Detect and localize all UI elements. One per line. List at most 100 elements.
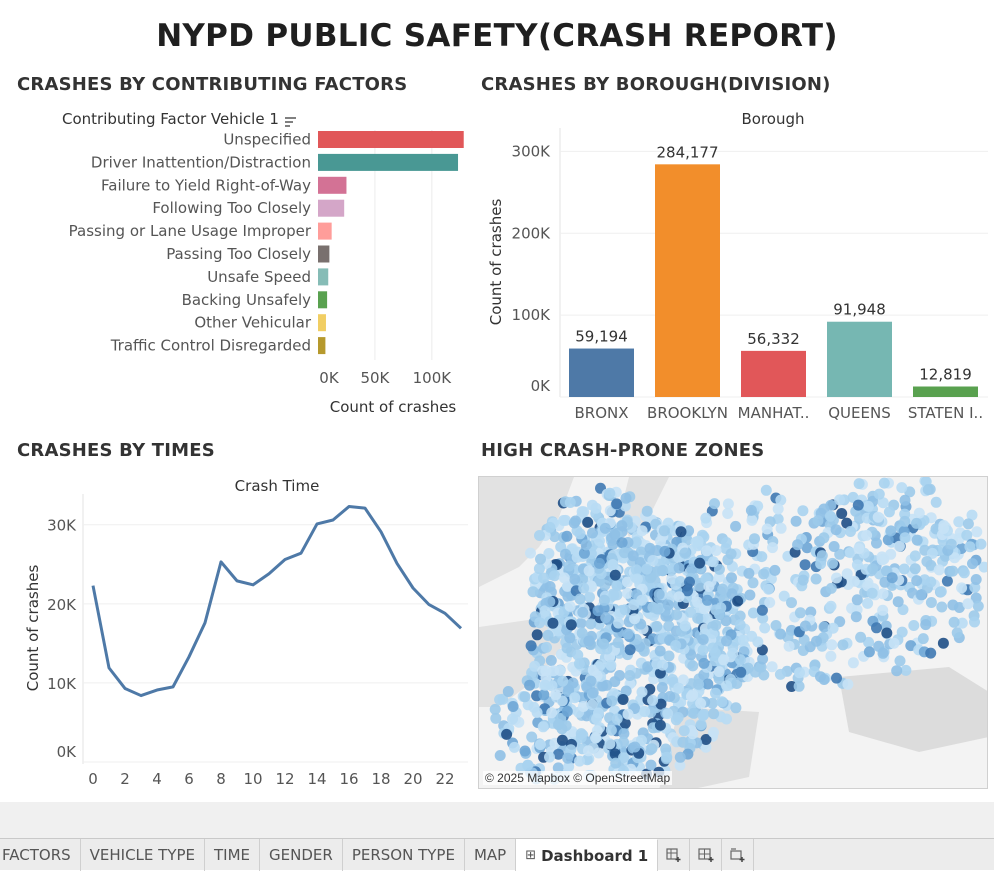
- crash-point: [713, 571, 725, 583]
- crash-point: [770, 620, 782, 631]
- times-chart[interactable]: Crash Time Count of crashes 0K10K20K30K …: [0, 466, 470, 796]
- crash-point: [852, 499, 864, 511]
- crash-point: [622, 587, 633, 599]
- factor-bar[interactable]: [318, 291, 328, 309]
- crash-point: [540, 665, 552, 677]
- crash-point: [619, 547, 630, 559]
- crash-point: [584, 591, 595, 603]
- crash-point: [774, 668, 786, 680]
- crash-point: [630, 564, 642, 576]
- crash-map[interactable]: © 2025 Mapbox © OpenStreetMap: [478, 476, 988, 789]
- crash-point: [577, 701, 589, 712]
- crash-point: [549, 531, 561, 543]
- crash-point: [909, 563, 921, 575]
- crash-point: [577, 606, 589, 618]
- crash-point: [764, 597, 776, 608]
- borough-chart[interactable]: Borough Count of crashes 0K100K200K300K …: [478, 100, 994, 430]
- factor-bar[interactable]: [318, 245, 330, 263]
- crash-point: [593, 747, 605, 759]
- times-series-line[interactable]: [91, 505, 463, 698]
- tab-gender[interactable]: GENDER: [260, 839, 343, 871]
- crash-point: [490, 712, 502, 724]
- crash-point: [855, 631, 867, 643]
- crash-point: [830, 524, 842, 536]
- crash-point: [565, 744, 577, 756]
- factor-bar[interactable]: [318, 337, 326, 355]
- crash-point: [953, 516, 965, 528]
- factors-section-title: CRASHES BY CONTRIBUTING FACTORS: [17, 74, 408, 95]
- crash-map-canvas[interactable]: [479, 477, 988, 789]
- crash-point: [862, 500, 874, 512]
- crash-point: [636, 525, 648, 537]
- borough-data-label: 12,819: [919, 366, 972, 384]
- times-section-title: CRASHES BY TIMES: [17, 440, 215, 461]
- crash-point: [560, 548, 571, 560]
- crash-point: [892, 596, 904, 608]
- crash-point: [494, 694, 506, 706]
- crash-point: [722, 508, 734, 519]
- crash-point: [673, 562, 685, 574]
- crash-point: [775, 628, 787, 640]
- factor-bar[interactable]: [318, 268, 329, 286]
- borough-bar[interactable]: [569, 348, 634, 397]
- crash-point: [757, 612, 769, 624]
- crash-point: [672, 712, 684, 723]
- borough-bar[interactable]: [741, 350, 806, 397]
- tab-person-type[interactable]: PERSON TYPE: [343, 839, 465, 871]
- crash-point: [580, 539, 592, 551]
- crash-point: [621, 576, 633, 588]
- new-dashboard-icon[interactable]: [690, 839, 723, 871]
- factors-chart[interactable]: Contributing Factor Vehicle 1 Unspecifie…: [0, 100, 470, 420]
- crash-point: [763, 583, 774, 595]
- crash-point: [710, 619, 722, 631]
- crash-point: [767, 542, 778, 554]
- borough-bar[interactable]: [913, 386, 978, 397]
- crash-point: [594, 557, 605, 569]
- borough-bar[interactable]: [655, 164, 720, 397]
- tab-vehicle-type[interactable]: VEHICLE TYPE: [81, 839, 206, 871]
- factor-bar[interactable]: [318, 222, 332, 240]
- borough-bar[interactable]: [827, 321, 892, 397]
- sort-icon[interactable]: [285, 117, 296, 127]
- crash-point: [594, 535, 605, 547]
- crash-point: [685, 606, 696, 618]
- factor-bar[interactable]: [318, 199, 345, 217]
- tab-map[interactable]: MAP: [465, 839, 517, 871]
- crash-point: [568, 517, 580, 529]
- crash-point: [925, 597, 937, 608]
- factor-bar[interactable]: [318, 314, 326, 332]
- crash-point: [716, 696, 728, 708]
- crash-point: [576, 627, 588, 639]
- crash-point: [663, 650, 675, 662]
- tab-factors[interactable]: FACTORS: [0, 839, 81, 871]
- crash-point: [812, 515, 824, 527]
- crash-point: [827, 557, 838, 569]
- crash-point: [622, 628, 634, 640]
- crash-point: [881, 627, 893, 639]
- factor-bar[interactable]: [318, 153, 459, 171]
- times-y-tick: 30K: [47, 517, 77, 535]
- crash-point: [828, 541, 840, 552]
- crash-point: [582, 745, 594, 757]
- crash-point: [911, 575, 923, 587]
- tab-dashboard-1[interactable]: ⊞ Dashboard 1: [516, 839, 659, 871]
- new-worksheet-icon[interactable]: [658, 839, 691, 871]
- crash-point: [882, 534, 894, 546]
- crash-point: [831, 572, 842, 584]
- crash-point: [915, 589, 927, 601]
- crash-point: [908, 620, 920, 631]
- crash-point: [607, 559, 619, 571]
- crash-point: [636, 594, 648, 606]
- crash-point: [619, 717, 631, 729]
- tab-time[interactable]: TIME: [205, 839, 261, 871]
- factor-bar[interactable]: [318, 176, 347, 194]
- crash-point: [896, 482, 908, 494]
- new-story-icon[interactable]: [722, 839, 755, 871]
- dashboard-footer-gap: [0, 802, 994, 838]
- crash-point: [926, 547, 938, 559]
- crash-point: [564, 497, 576, 508]
- factor-bar[interactable]: [318, 131, 464, 148]
- crash-point: [527, 586, 539, 598]
- crash-point: [721, 537, 732, 548]
- borough-y-tick: 100K: [512, 306, 552, 324]
